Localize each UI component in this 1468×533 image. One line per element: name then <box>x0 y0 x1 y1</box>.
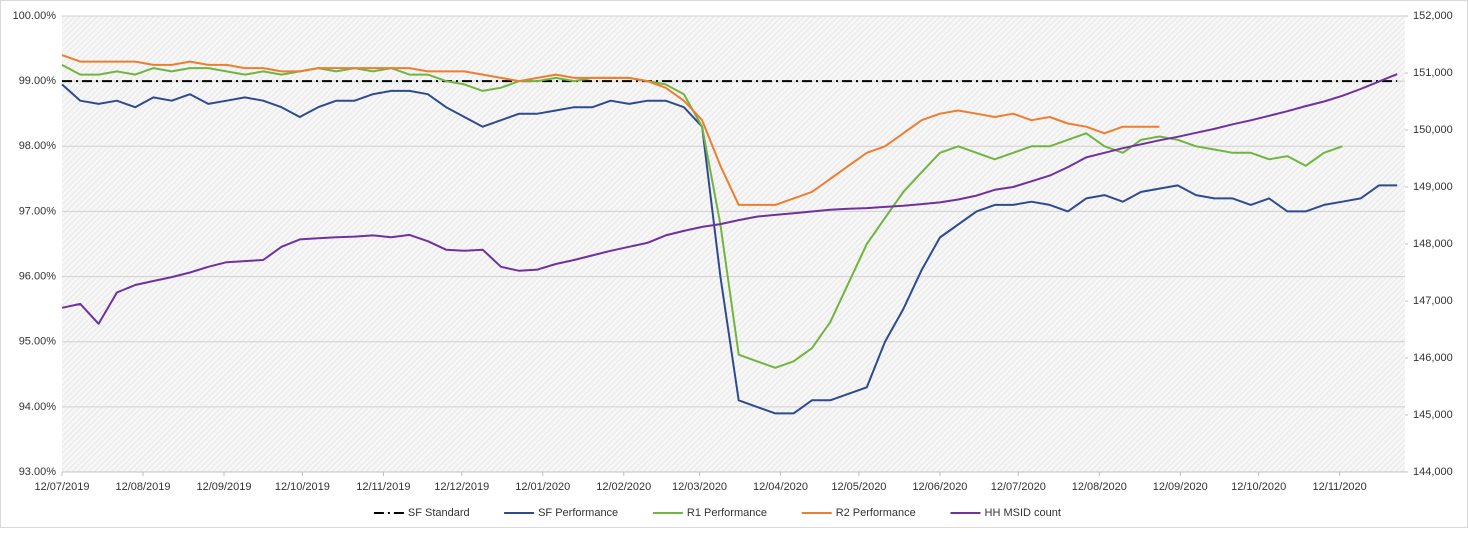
plot-area <box>62 16 1405 472</box>
legend-label: R2 Performance <box>836 507 916 519</box>
legend-label: SF Standard <box>408 507 470 519</box>
legend-label: SF Performance <box>538 507 618 519</box>
y-tick-label: 94.00% <box>19 401 57 413</box>
x-tick-label: 12/12/2019 <box>434 481 489 493</box>
x-tick-label: 12/10/2020 <box>1231 481 1286 493</box>
y2-tick-label: 152,000 <box>1413 10 1453 22</box>
x-tick-label: 12/03/2020 <box>672 481 727 493</box>
y2-tick-label: 147,000 <box>1413 295 1453 307</box>
x-tick-label: 12/08/2020 <box>1072 481 1127 493</box>
y-tick-label: 93.00% <box>19 466 57 478</box>
x-tick-label: 12/04/2020 <box>753 481 808 493</box>
x-tick-label: 12/07/2020 <box>991 481 1046 493</box>
x-tick-label: 12/05/2020 <box>831 481 886 493</box>
x-tick-label: 12/11/2019 <box>356 481 410 493</box>
x-tick-label: 12/11/2020 <box>1313 481 1367 493</box>
y-tick-label: 98.00% <box>19 140 57 152</box>
x-tick-label: 12/08/2019 <box>115 481 170 493</box>
series-line <box>61 64 1343 369</box>
y2-tick-label: 150,000 <box>1413 124 1453 136</box>
y2-tick-label: 145,000 <box>1413 409 1453 421</box>
y-tick-label: 100.00% <box>13 10 57 22</box>
x-tick-label: 12/01/2020 <box>515 481 570 493</box>
x-tick-label: 12/09/2020 <box>1153 481 1208 493</box>
series-line <box>61 54 1160 206</box>
legend-label: HH MSID count <box>985 507 1061 519</box>
y2-tick-label: 146,000 <box>1413 352 1453 364</box>
y2-tick-label: 149,000 <box>1413 181 1453 193</box>
y-tick-label: 99.00% <box>19 75 57 87</box>
series-line <box>61 73 1398 325</box>
x-tick-label: 12/02/2020 <box>596 481 651 493</box>
x-tick-label: 12/09/2019 <box>196 481 251 493</box>
x-tick-label: 12/10/2019 <box>275 481 330 493</box>
y-tick-label: 95.00% <box>19 336 57 348</box>
y-tick-label: 97.00% <box>19 205 57 217</box>
series-line <box>61 83 1398 415</box>
y-tick-label: 96.00% <box>19 270 57 282</box>
x-tick-label: 12/07/2019 <box>34 481 89 493</box>
y2-tick-label: 144,000 <box>1413 466 1453 478</box>
y2-tick-label: 151,000 <box>1413 67 1453 79</box>
x-tick-label: 12/06/2020 <box>912 481 967 493</box>
y2-tick-label: 148,000 <box>1413 238 1453 250</box>
legend-label: R1 Performance <box>687 507 767 519</box>
